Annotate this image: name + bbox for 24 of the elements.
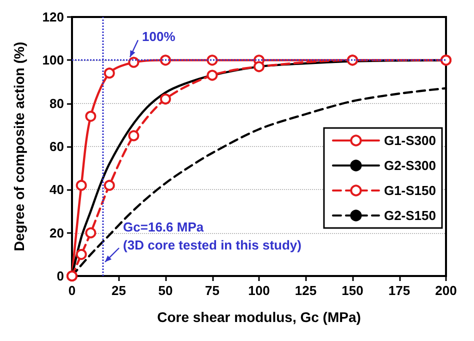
x-tick-label: 75 — [205, 283, 220, 298]
y-axis-title: Degree of composite action (%) — [11, 42, 27, 252]
y-tick-label: 0 — [56, 268, 64, 284]
x-tick-label: 175 — [388, 283, 410, 298]
y-tick-label: 60 — [50, 139, 64, 154]
x-axis-title: Core shear modulus, Gc (MPa) — [157, 309, 361, 325]
x-tick-label: 50 — [158, 283, 173, 298]
y-tick-label: 100 — [42, 52, 64, 68]
y-tick-label: 20 — [50, 225, 64, 240]
legend-label: G1-S150 — [384, 183, 436, 198]
y-tick-label: 120 — [42, 10, 64, 24]
y-tick-label: 80 — [50, 96, 64, 111]
legend-label: G1-S300 — [384, 133, 436, 148]
x-tick-label: 0 — [68, 283, 76, 298]
legend-label: G2-S150 — [384, 208, 436, 223]
ref-line-label: Gc=16.6 MPa (3D core tested in this study) — [123, 220, 302, 252]
x-tick-label: 125 — [294, 283, 317, 298]
ref-line-label: 100% — [142, 29, 176, 44]
legend-label: G2-S300 — [384, 158, 436, 173]
x-tick-label: 200 — [435, 283, 457, 298]
x-tick-label: 25 — [112, 283, 126, 298]
y-tick-label: 40 — [50, 182, 64, 198]
x-tick-label: 150 — [342, 283, 364, 298]
x-tick-label: 100 — [248, 283, 270, 298]
